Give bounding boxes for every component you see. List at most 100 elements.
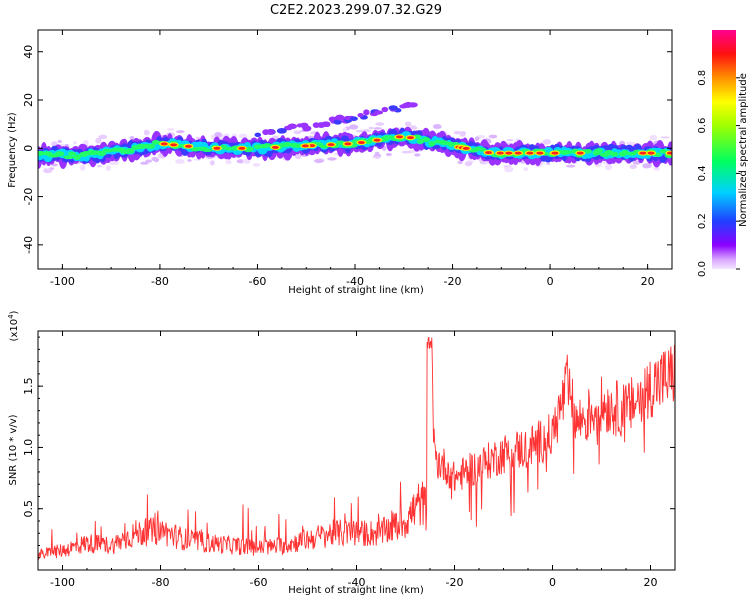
snr-ylabel: SNR (10 * v/v) [8,414,19,485]
band-blob-3 [428,140,436,147]
haze-blob [210,134,216,139]
hot-core [647,151,655,155]
hot-core [639,151,647,155]
hot-core [184,144,192,148]
haze-blob [488,134,498,139]
hot-core [576,151,584,155]
snr-xtick-label: -40 [348,576,366,589]
snr-panel: -100 -80 -60 -40 -20 0 20 0.5 1.0 1.5 Height of s… [7,310,676,596]
haze-blob [79,164,86,171]
haze-blob [520,161,526,164]
spectrogram-secondary-trace [254,101,418,138]
spectrogram-area [38,101,672,174]
colorbar-gradient [712,30,736,269]
haze-blob [327,157,337,161]
haze-blob [209,160,215,166]
hot-core [170,143,178,147]
hot-core [485,151,493,155]
haze-blob [632,160,641,165]
secondary-blob [302,125,312,132]
haze-blob [385,152,392,157]
colorbar-tick-label: 0.0 [697,261,708,277]
band-blob-3 [421,137,431,142]
haze-blob [401,150,412,154]
hot-core [160,142,168,146]
secondary-blob [254,132,262,138]
haze-blob [660,136,670,139]
haze-blob [242,158,251,164]
haze-blob [604,164,613,171]
secondary-blob [373,110,384,115]
snr-xtick-label: 20 [644,576,658,589]
haze-blob [523,167,529,171]
spectrogram-panel: -100 -80 -60 -40 -20 0 20 -40 -20 0 20 40 Height of… [7,29,673,296]
haze-blob [653,167,660,171]
hot-core [536,151,544,155]
haze-blob [108,161,119,166]
haze-blob [175,130,185,134]
secondary-blob [363,109,370,116]
haze-blob [546,162,551,166]
snr-xtick-label: -80 [152,576,170,589]
spectrogram-xtick-label: -60 [248,275,266,288]
secondary-blob [334,114,345,121]
band-blob-3 [621,149,629,156]
haze-blob [629,164,637,170]
snr-xtick-label: -20 [446,576,464,589]
hot-core [462,146,470,150]
hot-core [526,151,534,155]
hot-core [666,151,672,155]
hot-core [407,136,415,140]
haze-blob [57,139,62,144]
spectrogram-axes: -100 -80 -60 -40 -20 0 20 -40 -20 0 20 40 [22,30,672,288]
spectrogram-ytick-label: 40 [22,45,35,59]
snr-xtick-label: -60 [250,576,268,589]
hot-core [213,146,221,150]
secondary-blob [312,122,320,128]
secondary-blob [403,101,413,108]
band-blob-3 [68,151,77,156]
haze-blob [294,154,302,160]
haze-blob [214,131,223,138]
band-blob-3 [147,143,156,149]
hot-core [238,146,246,150]
snr-multiplier-base: (x10 [9,319,20,342]
colorbar-tick-label: 0.6 [697,118,708,134]
haze-blob [432,124,442,130]
haze-blob [348,124,359,130]
hot-core [395,135,403,139]
haze-blob [342,127,348,133]
haze-blob [414,153,421,157]
haze-blob [374,151,380,155]
secondary-blob [333,119,342,125]
haze-blob [642,163,651,169]
colorbar: 0.0 0.2 0.4 0.6 0.8 Normalized spectral ampl… [697,30,749,277]
haze-blob [368,126,374,130]
haze-blob [105,165,112,171]
haze-blob [167,128,175,131]
band-blob-3 [73,154,82,160]
haze-blob [375,122,385,126]
haze-blob [355,129,365,133]
haze-blob [506,139,514,142]
haze-blob [565,164,576,168]
band-blob-3 [584,149,592,154]
haze-blob [175,159,185,164]
haze-blob [404,121,412,127]
band-blob-3 [478,147,487,152]
haze-blob [151,156,158,161]
spectrogram-xtick-label: -40 [346,275,364,288]
snr-xtick-label: 0 [549,576,556,589]
band-blob-3 [97,151,107,156]
band-blob-3 [610,151,619,157]
snr-xlabel: Height of straight line (km) [288,585,424,596]
secondary-blob [350,116,358,121]
secondary-blob [262,129,270,136]
haze-blob [453,130,462,135]
colorbar-tick-label: 0.2 [697,213,708,229]
haze-blob [543,139,551,145]
spectrogram-ytick-label: -20 [22,188,35,206]
hot-core [505,151,513,155]
haze-blob [460,132,466,137]
secondary-blob [357,113,364,118]
